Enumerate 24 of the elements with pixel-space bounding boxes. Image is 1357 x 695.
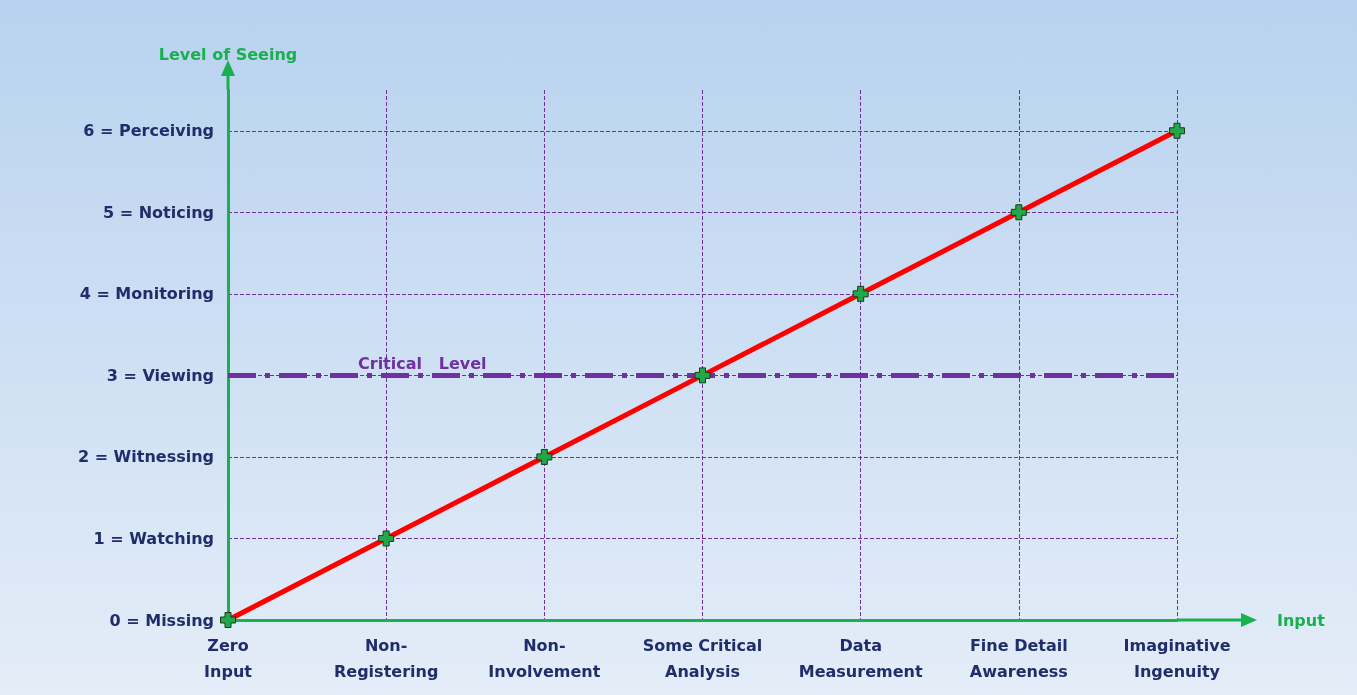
x-tick-label: Imaginative Ingenuity [1123,635,1231,681]
point [378,530,395,547]
point [852,285,869,302]
point [1010,204,1027,221]
y-axis-title: Level of Seeing [158,44,298,64]
y-tick-label: 6 = Perceiving [83,121,214,141]
y-tick-label: 5 = Noticing [102,202,214,222]
x-tick-label: Zero Input [204,635,253,681]
point [694,367,711,384]
x-axis-title: Input [1277,610,1326,630]
x-tick-label: Non- Involvement [488,635,601,681]
y-tick-label: 4 = Monitoring [79,284,214,304]
y-tick-label: 1 = Watching [93,528,214,548]
x-tick-label: Non- Registering [333,635,439,681]
y-tick-label: 2 = Witnessing [77,447,214,467]
x-tick-label: Fine Detail Awareness [969,635,1068,681]
point [536,448,553,465]
x-tick-label: Some Critical Analysis [642,635,763,681]
point [1169,122,1185,139]
y-tick-label: 3 = Viewing [106,365,214,385]
x-tick-label: Data Measurement [798,635,923,681]
point [220,612,236,628]
ref-line-label: Critical Level [358,353,487,373]
y-tick-label: 0 = Missing [109,610,214,630]
